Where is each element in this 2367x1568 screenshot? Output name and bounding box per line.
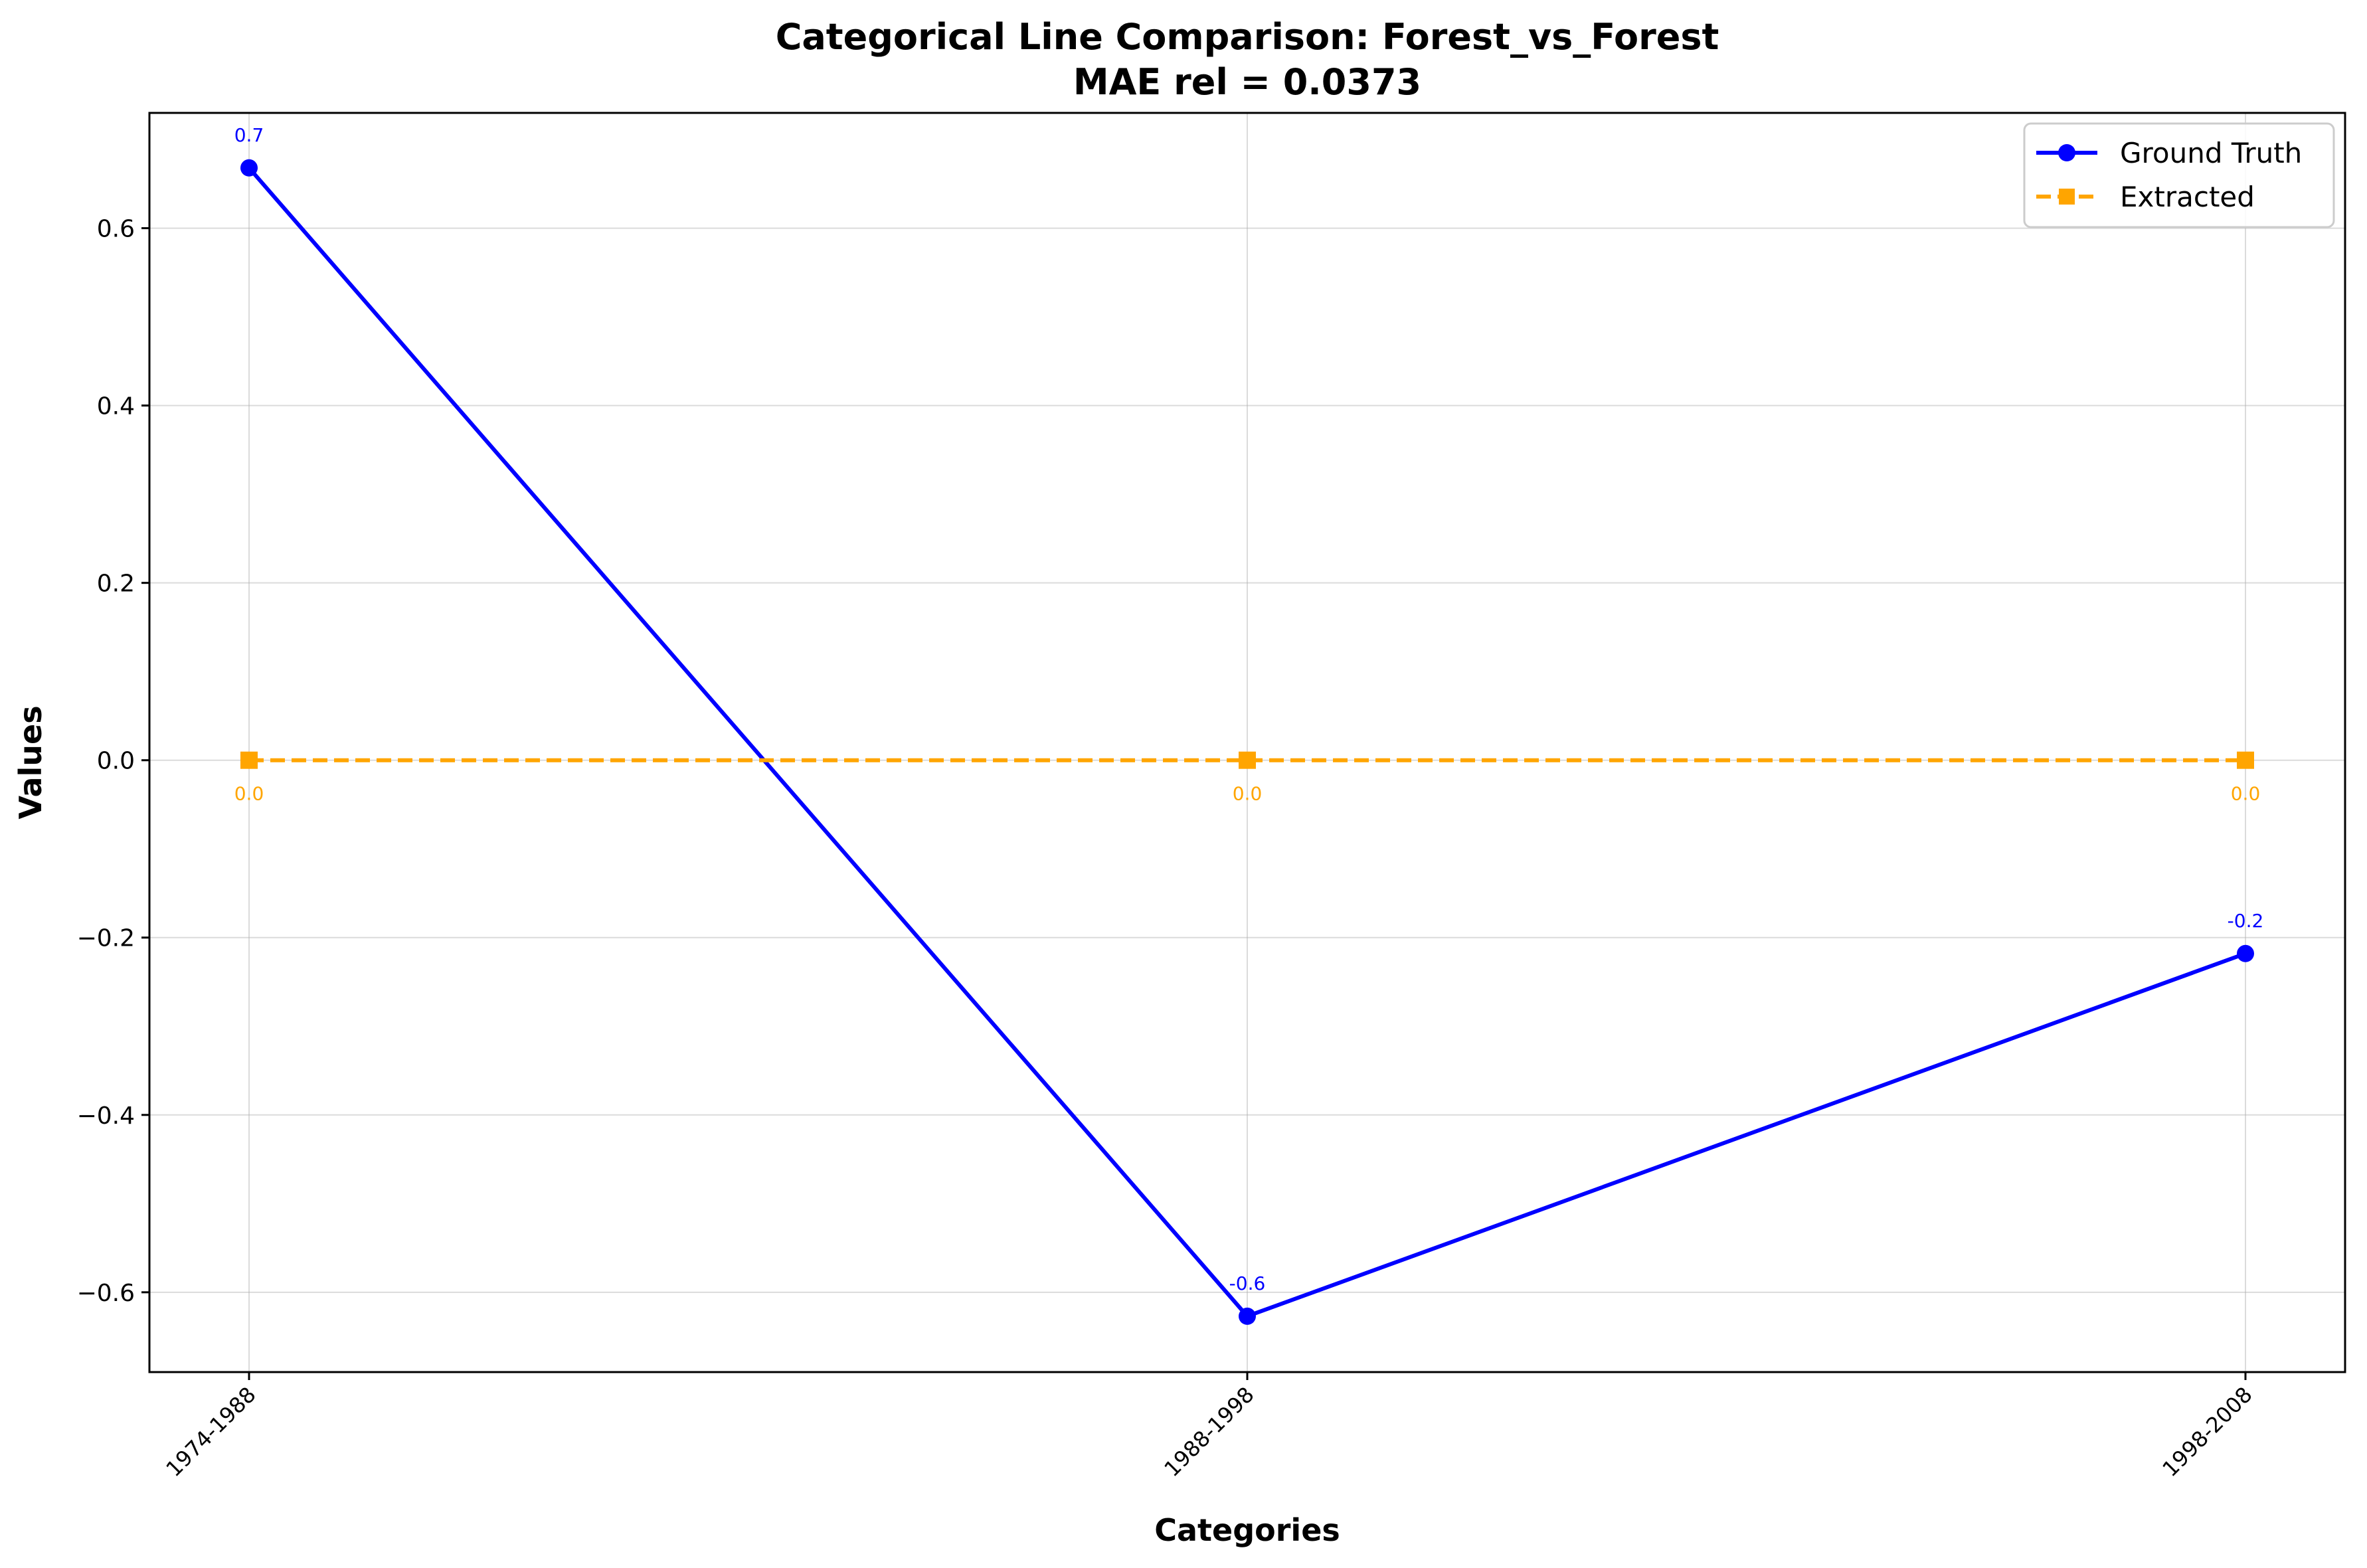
data-label-extracted: 0.0	[2231, 783, 2261, 805]
data-point-extracted	[2237, 751, 2254, 769]
data-point-ground-truth	[240, 159, 258, 177]
legend-marker-ground-truth	[2058, 144, 2075, 161]
y-axis-label: Values	[13, 705, 48, 819]
y-tick-label: 0.4	[97, 393, 135, 420]
y-tick-label: 0.6	[97, 216, 135, 243]
y-tick-label: 0.2	[97, 570, 135, 598]
data-label-ground-truth: 0.7	[234, 124, 264, 146]
series-layer	[240, 159, 2254, 1325]
plot-frame	[148, 112, 2346, 1373]
data-point-ground-truth	[1239, 1307, 1256, 1325]
data-label-extracted: 0.0	[234, 783, 264, 805]
legend-marker-extracted	[2059, 189, 2075, 205]
legend-label-extracted: Extracted	[2120, 181, 2255, 213]
y-tick-label: −0.4	[77, 1102, 135, 1130]
data-label-extracted: 0.0	[1233, 783, 1263, 805]
legend-box	[2023, 122, 2335, 228]
data-point-extracted	[1239, 751, 1256, 769]
legend: Ground Truth Extracted	[2023, 122, 2335, 228]
y-tick-label: −0.6	[77, 1280, 135, 1307]
x-axis-label: Categories	[1154, 1512, 1340, 1548]
chart-title: Categorical Line Comparison: Forest_vs_F…	[776, 16, 1719, 58]
data-label-ground-truth: -0.2	[2228, 910, 2264, 932]
y-tick-label: 0.0	[97, 748, 135, 775]
chart-subtitle: MAE rel = 0.0373	[1073, 61, 1421, 103]
data-point-ground-truth	[2237, 944, 2254, 962]
data-point-extracted	[240, 751, 258, 769]
data-label-ground-truth: -0.6	[1229, 1272, 1266, 1294]
y-tick-label: −0.2	[77, 925, 135, 952]
legend-label-ground-truth: Ground Truth	[2120, 137, 2302, 169]
data-labels: 0.7 -0.6 -0.2 0.0 0.0 0.0	[234, 124, 2264, 1294]
